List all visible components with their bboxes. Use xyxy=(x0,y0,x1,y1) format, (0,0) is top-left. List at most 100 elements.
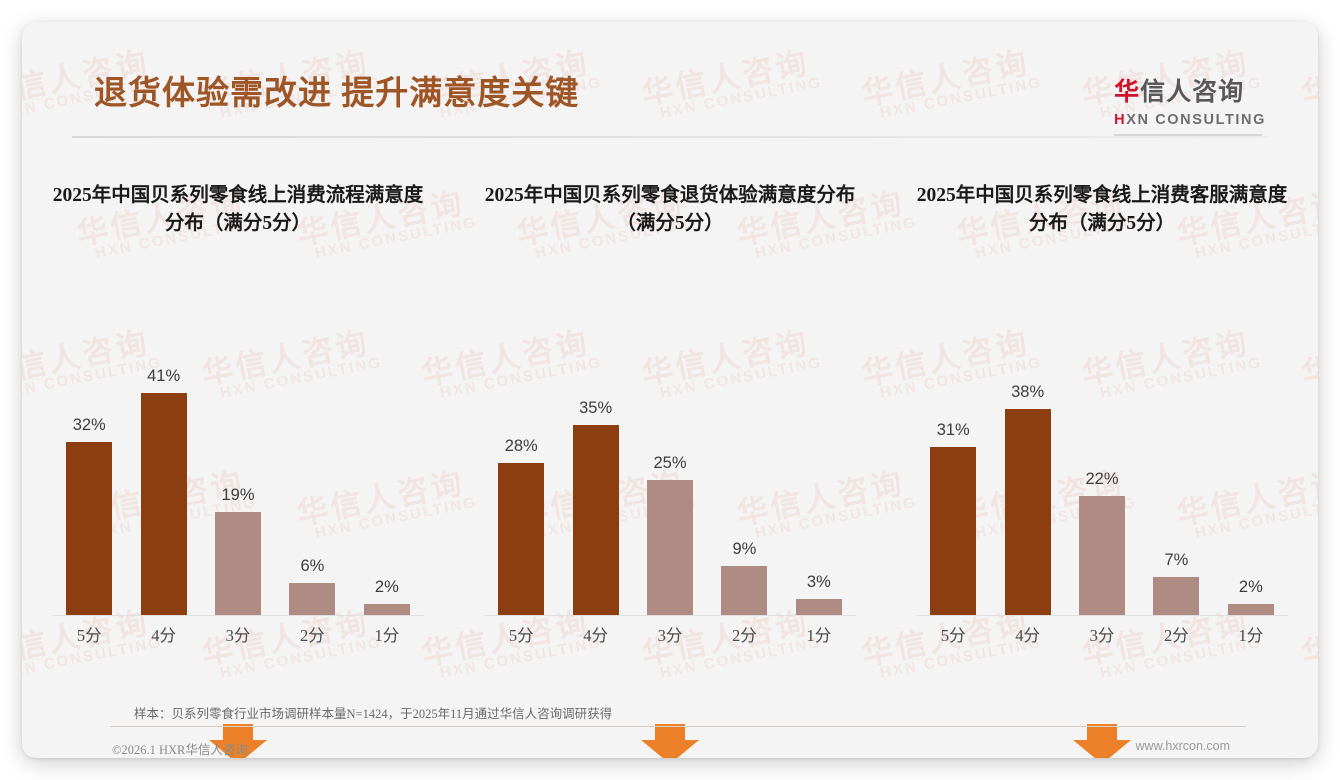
bar[interactable] xyxy=(140,392,187,615)
bar-group: 28% 35% 25% 9% 3% xyxy=(484,355,856,615)
x-tick-label: 1分 xyxy=(806,626,832,645)
copyright-text: ©2026.1 HXR华信人咨询 xyxy=(112,743,248,757)
bar-value-label: 41% xyxy=(147,366,181,385)
x-tick-label: 5分 xyxy=(76,626,102,645)
bar-value-label: 31% xyxy=(936,421,970,440)
bar-slot[interactable]: 9% xyxy=(707,355,781,615)
bar[interactable] xyxy=(1079,495,1126,615)
x-tick-label: 3分 xyxy=(1089,626,1115,645)
bar[interactable] xyxy=(1227,604,1274,615)
bar-chart-plot: 32%41%19%6%2%5分4分3分2分1分平均分：3.95 xyxy=(34,316,442,758)
average-callout xyxy=(898,724,1306,758)
bar-slot[interactable]: 22% xyxy=(1065,355,1139,615)
bar-group: 31% 38% 22% 7% 2% xyxy=(916,355,1288,615)
bar-value-label: 2% xyxy=(1238,578,1263,597)
bar[interactable] xyxy=(66,441,113,615)
logo-cn-rest: 信人咨询 xyxy=(1140,79,1245,106)
x-tick-label: 3分 xyxy=(657,626,683,645)
logo-en-red: H xyxy=(1114,112,1127,128)
bar-value-label: 38% xyxy=(1011,383,1045,402)
company-logo: 华信人咨询 HXN CONSULTING xyxy=(1114,72,1266,136)
bar-chart-plot: 31%38%22%7%2%5分4分3分2分1分平均分：3.89 xyxy=(898,316,1306,758)
bar-slot[interactable]: 41% xyxy=(126,355,200,615)
x-tick-label: 1分 xyxy=(374,626,400,645)
down-arrow-icon xyxy=(641,724,699,758)
bar-slot[interactable]: 38% xyxy=(990,355,1064,615)
bar-slot[interactable]: 2% xyxy=(350,355,424,615)
bar-value-label: 7% xyxy=(1164,551,1189,570)
bar[interactable] xyxy=(1153,577,1200,615)
x-tick-label: 4分 xyxy=(151,626,176,645)
bar-slot[interactable]: 6% xyxy=(275,355,349,615)
sample-footnote: 样本：贝系列零食行业市场调研样本量N=1424，于2025年11月通过华信人咨询… xyxy=(134,707,613,721)
x-axis-labels: 5分 4分 3分 2分 1分 xyxy=(52,622,424,646)
bar-value-label: 3% xyxy=(806,572,831,591)
slide-canvas: 华信人咨询 HXN CONSULTING 华信人咨询 HXN CONSULTING 华信… xyxy=(22,22,1318,758)
arrow-shaft xyxy=(1087,724,1117,741)
x-tick-label: 5分 xyxy=(940,626,966,645)
bar-slot[interactable]: 25% xyxy=(633,355,707,615)
chart-panel-1: 2025年中国贝系列零食线上消费流程满意度分布（满分5分） 32% 41% 19% 6%… xyxy=(22,182,454,758)
header-divider xyxy=(72,136,1268,138)
x-axis-line xyxy=(484,615,856,616)
chart-title: 2025年中国贝系列零食线上消费流程满意度分布（满分5分） xyxy=(52,185,424,235)
bar[interactable] xyxy=(572,425,619,615)
logo-cn-red: 华 xyxy=(1114,79,1141,106)
average-callout xyxy=(34,724,442,758)
x-axis-line xyxy=(52,615,424,616)
logo-en-rest: XN CONSULTING xyxy=(1126,112,1266,128)
bar-value-label: 2% xyxy=(374,578,399,597)
bar[interactable] xyxy=(721,566,768,615)
bar[interactable] xyxy=(647,479,694,615)
logo-english-text: HXN CONSULTING xyxy=(1114,112,1266,128)
x-tick-label: 2分 xyxy=(1164,626,1189,645)
bar-slot[interactable]: 28% xyxy=(484,355,558,615)
bar[interactable] xyxy=(498,463,545,615)
down-arrow-icon xyxy=(1073,724,1131,758)
bar-value-label: 32% xyxy=(72,415,106,434)
bar[interactable] xyxy=(289,582,336,615)
bar-slot[interactable]: 7% xyxy=(1139,355,1213,615)
logo-underline xyxy=(1114,134,1263,136)
x-axis-labels: 5分 4分 3分 2分 1分 xyxy=(916,622,1288,646)
x-axis-labels: 5分 4分 3分 2分 1分 xyxy=(484,622,856,646)
footer-divider xyxy=(110,726,1246,727)
bar[interactable] xyxy=(1004,409,1051,615)
bar-slot[interactable]: 31% xyxy=(916,355,990,615)
bar-slot[interactable]: 35% xyxy=(558,355,632,615)
charts-row: 2025年中国贝系列零食线上消费流程满意度分布（满分5分） 32% 41% 19% 6%… xyxy=(22,182,1318,758)
x-tick-label: 4分 xyxy=(583,626,608,645)
bar-value-label: 28% xyxy=(504,437,538,456)
arrow-head xyxy=(209,740,267,758)
bar[interactable] xyxy=(215,512,262,615)
bar-slot[interactable]: 2% xyxy=(1214,355,1288,615)
x-tick-label: 2分 xyxy=(300,626,325,645)
bar-value-label: 35% xyxy=(579,399,613,418)
arrow-head xyxy=(1073,740,1131,758)
bar-slot[interactable]: 32% xyxy=(52,355,126,615)
x-tick-label: 5分 xyxy=(508,626,534,645)
page-title: 退货体验需改进 提升满意度关键 xyxy=(94,76,580,112)
bar[interactable] xyxy=(795,598,842,615)
bar-value-label: 19% xyxy=(221,486,255,505)
bar-value-label: 25% xyxy=(653,453,687,472)
chart-panel-2: 2025年中国贝系列零食退货体验满意度分布（满分5分） 28% 35% 25% 9% 3%… xyxy=(454,182,886,758)
arrow-shaft xyxy=(223,724,253,741)
slide-header: 退货体验需改进 提升满意度关键 华信人咨询 HXN CONSULTING xyxy=(22,22,1318,138)
bar[interactable] xyxy=(363,604,410,615)
down-arrow-icon xyxy=(209,724,267,758)
x-tick-label: 2分 xyxy=(732,626,757,645)
bar[interactable] xyxy=(930,447,977,615)
chart-panel-3: 2025年中国贝系列零食线上消费客服满意度分布（满分5分） 31% 38% 22% 7%… xyxy=(886,182,1318,758)
bar-slot[interactable]: 19% xyxy=(201,355,275,615)
bar-value-label: 22% xyxy=(1085,469,1119,488)
x-axis-line xyxy=(916,615,1288,616)
x-tick-label: 1分 xyxy=(1238,626,1264,645)
arrow-shaft xyxy=(655,724,685,741)
average-callout xyxy=(466,724,874,758)
arrow-head xyxy=(641,740,699,758)
chart-title: 2025年中国贝系列零食线上消费客服满意度分布（满分5分） xyxy=(916,185,1288,235)
bar-slot[interactable]: 3% xyxy=(782,355,856,615)
x-tick-label: 4分 xyxy=(1015,626,1040,645)
x-tick-label: 3分 xyxy=(225,626,251,645)
